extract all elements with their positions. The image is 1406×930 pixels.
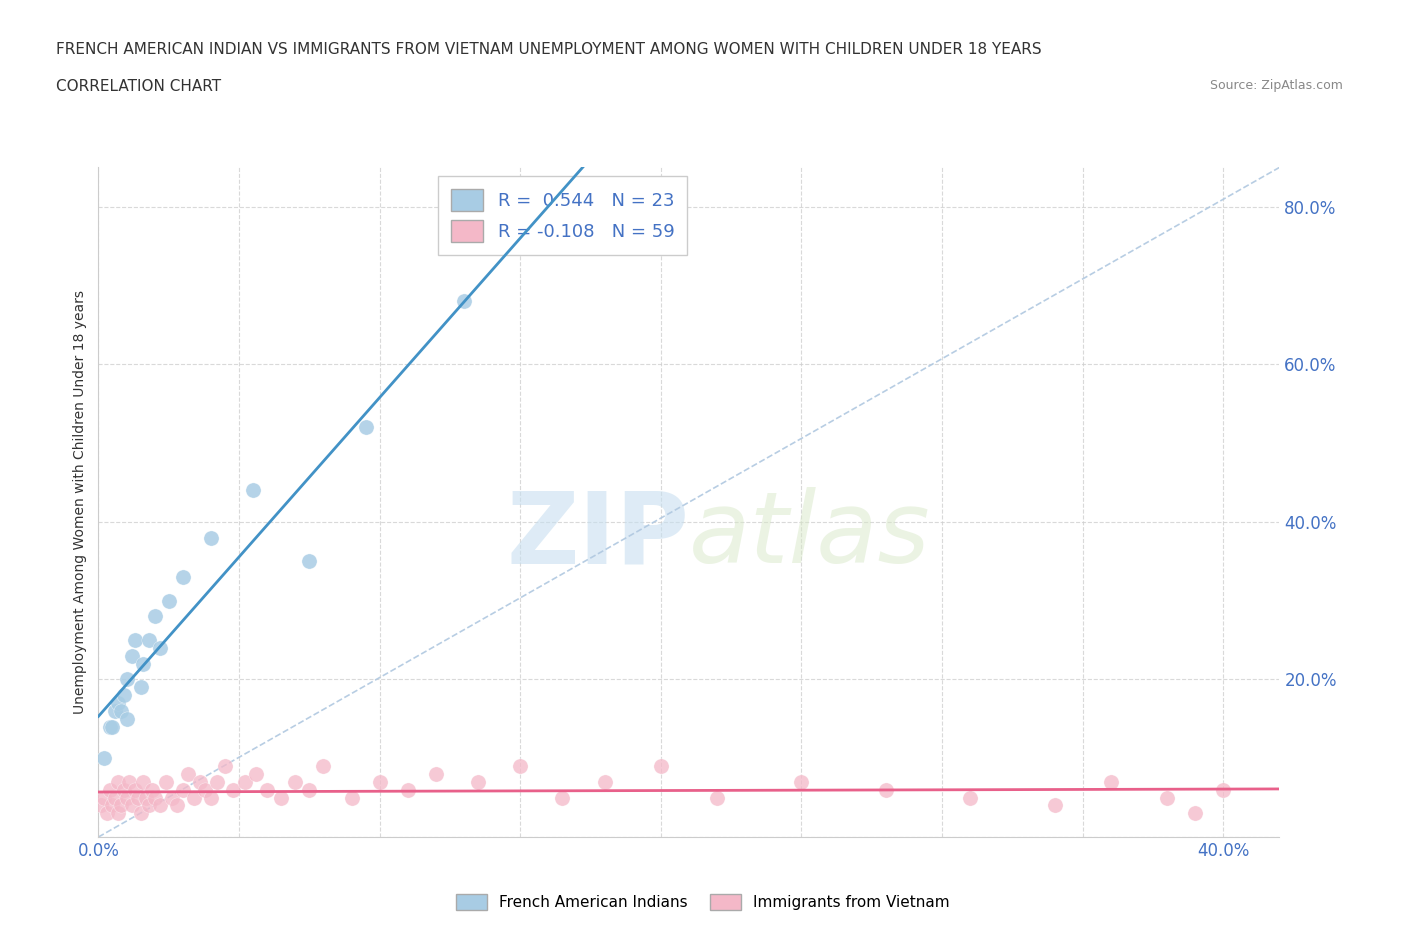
Point <box>107 775 129 790</box>
Point <box>214 759 236 774</box>
Point <box>959 790 981 805</box>
Point <box>172 569 194 584</box>
Point <box>96 806 118 821</box>
Point <box>132 775 155 790</box>
Point <box>124 782 146 797</box>
Point <box>256 782 278 797</box>
Point <box>93 751 115 765</box>
Point <box>138 798 160 813</box>
Point <box>172 782 194 797</box>
Point <box>298 554 321 569</box>
Point <box>90 798 112 813</box>
Point <box>115 790 138 805</box>
Legend: French American Indians, Immigrants from Vietnam: French American Indians, Immigrants from… <box>449 886 957 918</box>
Point <box>298 782 321 797</box>
Point <box>149 798 172 813</box>
Point <box>110 703 132 718</box>
Point <box>129 680 152 695</box>
Point <box>118 775 141 790</box>
Point <box>112 782 135 797</box>
Point <box>129 806 152 821</box>
Point <box>242 483 264 498</box>
Point <box>354 420 377 435</box>
Point <box>98 719 121 734</box>
Point <box>233 775 256 790</box>
Point <box>205 775 228 790</box>
Point <box>127 790 149 805</box>
Point <box>107 806 129 821</box>
Point <box>396 782 419 797</box>
Point <box>340 790 363 805</box>
Point <box>157 593 180 608</box>
Text: Source: ZipAtlas.com: Source: ZipAtlas.com <box>1209 79 1343 92</box>
Point <box>551 790 574 805</box>
Point <box>650 759 672 774</box>
Point <box>222 782 245 797</box>
Point <box>1099 775 1122 790</box>
Point <box>1156 790 1178 805</box>
Point <box>467 775 489 790</box>
Point <box>104 790 127 805</box>
Text: FRENCH AMERICAN INDIAN VS IMMIGRANTS FROM VIETNAM UNEMPLOYMENT AMONG WOMEN WITH : FRENCH AMERICAN INDIAN VS IMMIGRANTS FRO… <box>56 42 1042 57</box>
Legend: R =  0.544   N = 23, R = -0.108   N = 59: R = 0.544 N = 23, R = -0.108 N = 59 <box>439 177 688 255</box>
Point <box>1184 806 1206 821</box>
Point <box>875 782 897 797</box>
Point <box>284 775 307 790</box>
Point <box>104 703 127 718</box>
Point <box>101 719 124 734</box>
Point <box>200 790 222 805</box>
Point <box>143 790 166 805</box>
Point <box>177 766 200 781</box>
Point <box>368 775 391 790</box>
Point <box>453 294 475 309</box>
Point <box>138 632 160 647</box>
Point <box>593 775 616 790</box>
Point <box>115 711 138 726</box>
Point <box>166 798 188 813</box>
Point <box>790 775 813 790</box>
Point <box>160 790 183 805</box>
Point <box>121 798 143 813</box>
Point <box>110 798 132 813</box>
Point <box>143 609 166 624</box>
Point <box>115 672 138 687</box>
Point <box>509 759 531 774</box>
Y-axis label: Unemployment Among Women with Children Under 18 years: Unemployment Among Women with Children U… <box>73 290 87 714</box>
Point <box>183 790 205 805</box>
Point <box>245 766 267 781</box>
Point <box>149 641 172 656</box>
Point <box>1043 798 1066 813</box>
Point <box>194 782 217 797</box>
Point <box>124 632 146 647</box>
Text: CORRELATION CHART: CORRELATION CHART <box>56 79 221 94</box>
Point <box>101 798 124 813</box>
Point <box>312 759 335 774</box>
Text: ZIP: ZIP <box>506 487 689 584</box>
Point <box>135 790 157 805</box>
Point <box>98 782 121 797</box>
Point <box>1212 782 1234 797</box>
Point <box>93 790 115 805</box>
Point <box>270 790 292 805</box>
Point <box>132 657 155 671</box>
Point <box>155 775 177 790</box>
Point <box>141 782 163 797</box>
Point <box>200 530 222 545</box>
Point <box>706 790 728 805</box>
Point <box>112 688 135 703</box>
Point <box>107 696 129 711</box>
Point <box>121 648 143 663</box>
Point <box>425 766 447 781</box>
Text: atlas: atlas <box>689 487 931 584</box>
Point <box>188 775 211 790</box>
